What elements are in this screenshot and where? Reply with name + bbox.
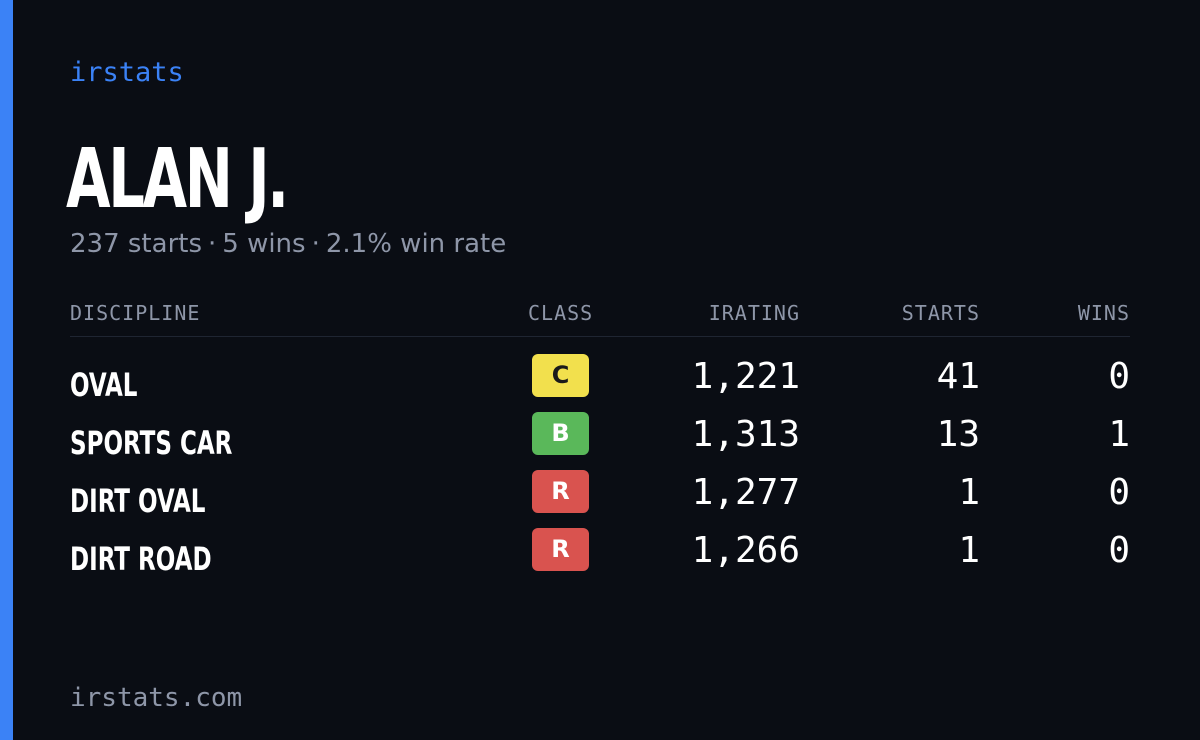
wins-value: 1 bbox=[1108, 414, 1130, 455]
table-row: DIRT OVAL R 1,277 1 0 bbox=[0, 468, 1200, 526]
starts-value: 1 bbox=[958, 530, 980, 571]
wins-summary: 5 wins bbox=[222, 229, 306, 259]
driver-name: ALAN J. bbox=[66, 132, 289, 227]
discipline-name: DIRT OVAL bbox=[70, 482, 206, 520]
irating-value: 1,277 bbox=[691, 472, 800, 513]
class-badge: R bbox=[532, 470, 589, 513]
wins-value: 0 bbox=[1108, 356, 1130, 397]
win-rate-summary: 2.1% win rate bbox=[325, 229, 507, 259]
starts-value: 41 bbox=[936, 356, 980, 397]
wins-value: 0 bbox=[1108, 530, 1130, 571]
column-header-wins: WINS bbox=[1077, 301, 1130, 325]
wins-value: 0 bbox=[1108, 472, 1130, 513]
column-header-starts: STARTS bbox=[901, 301, 980, 325]
column-header-irating: IRATING bbox=[708, 301, 800, 325]
table-row: OVAL C 1,221 41 0 bbox=[0, 352, 1200, 410]
class-badge: R bbox=[532, 528, 589, 571]
class-badge: B bbox=[532, 412, 589, 455]
starts-value: 1 bbox=[958, 472, 980, 513]
table-row: SPORTS CAR B 1,313 13 1 bbox=[0, 410, 1200, 468]
discipline-name: SPORTS CAR bbox=[70, 424, 233, 462]
accent-bar bbox=[0, 0, 13, 740]
table-row: DIRT ROAD R 1,266 1 0 bbox=[0, 526, 1200, 584]
header-divider bbox=[70, 336, 1130, 337]
starts-value: 13 bbox=[936, 414, 980, 455]
irating-value: 1,313 bbox=[691, 414, 800, 455]
column-header-class: CLASS bbox=[528, 301, 594, 325]
irating-value: 1,221 bbox=[691, 356, 800, 397]
discipline-name: DIRT ROAD bbox=[70, 540, 212, 578]
separator-dot: · bbox=[208, 229, 217, 259]
driver-summary: 237 starts · 5 wins · 2.1% win rate bbox=[70, 227, 506, 261]
separator-dot: · bbox=[311, 229, 320, 259]
column-header-discipline: DISCIPLINE bbox=[70, 301, 201, 325]
discipline-name: OVAL bbox=[70, 366, 138, 404]
brand-logo: irstats bbox=[70, 57, 184, 88]
starts-summary: 237 starts bbox=[70, 229, 202, 259]
class-badge: C bbox=[532, 354, 589, 397]
irating-value: 1,266 bbox=[691, 530, 800, 571]
footer-url: irstats.com bbox=[70, 683, 243, 713]
